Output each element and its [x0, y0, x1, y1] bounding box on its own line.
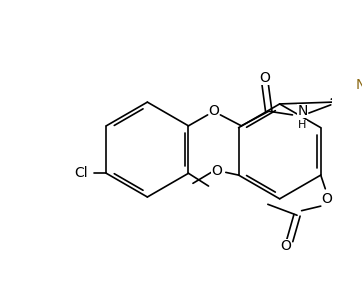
Text: O: O: [209, 104, 219, 118]
Text: N: N: [356, 78, 362, 92]
Text: N: N: [297, 104, 308, 118]
Text: Cl: Cl: [74, 166, 88, 180]
Text: O: O: [260, 71, 270, 85]
Text: O: O: [281, 239, 291, 253]
Text: H: H: [298, 120, 307, 130]
Text: O: O: [211, 164, 222, 177]
Text: O: O: [322, 192, 333, 206]
